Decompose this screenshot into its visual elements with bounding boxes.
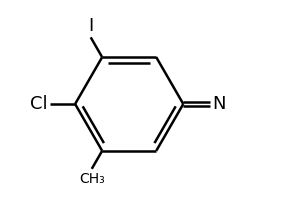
- Text: Cl: Cl: [31, 95, 48, 113]
- Text: N: N: [212, 95, 226, 113]
- Text: CH₃: CH₃: [79, 172, 105, 186]
- Text: I: I: [88, 17, 93, 35]
